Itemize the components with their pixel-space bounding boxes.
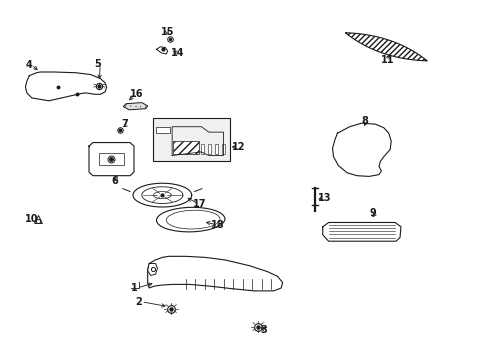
Bar xyxy=(215,144,218,154)
Text: 16: 16 xyxy=(129,89,143,99)
Polygon shape xyxy=(147,256,282,291)
Text: 10: 10 xyxy=(25,213,39,224)
Polygon shape xyxy=(345,33,427,61)
Text: 12: 12 xyxy=(231,142,245,152)
Text: 7: 7 xyxy=(121,119,128,129)
Text: 17: 17 xyxy=(192,199,206,209)
Bar xyxy=(156,127,170,133)
Text: 18: 18 xyxy=(211,220,224,230)
Ellipse shape xyxy=(156,207,224,232)
Text: 6: 6 xyxy=(111,176,118,186)
Bar xyxy=(222,144,224,154)
Text: 5: 5 xyxy=(94,59,101,69)
Text: 9: 9 xyxy=(369,208,376,218)
Polygon shape xyxy=(123,103,147,110)
Text: 3: 3 xyxy=(260,325,267,336)
Bar xyxy=(152,118,229,161)
Text: 4: 4 xyxy=(25,60,32,70)
Text: 8: 8 xyxy=(360,116,367,126)
Bar xyxy=(99,153,123,165)
Text: 1: 1 xyxy=(131,283,138,293)
Text: 2: 2 xyxy=(135,297,142,307)
Text: 15: 15 xyxy=(161,27,175,37)
Text: 11: 11 xyxy=(380,55,393,66)
Ellipse shape xyxy=(166,210,220,229)
Polygon shape xyxy=(147,264,157,275)
Text: 13: 13 xyxy=(317,193,331,203)
Text: 14: 14 xyxy=(171,48,184,58)
Polygon shape xyxy=(173,141,199,154)
Bar xyxy=(201,144,204,154)
Bar xyxy=(208,144,211,154)
